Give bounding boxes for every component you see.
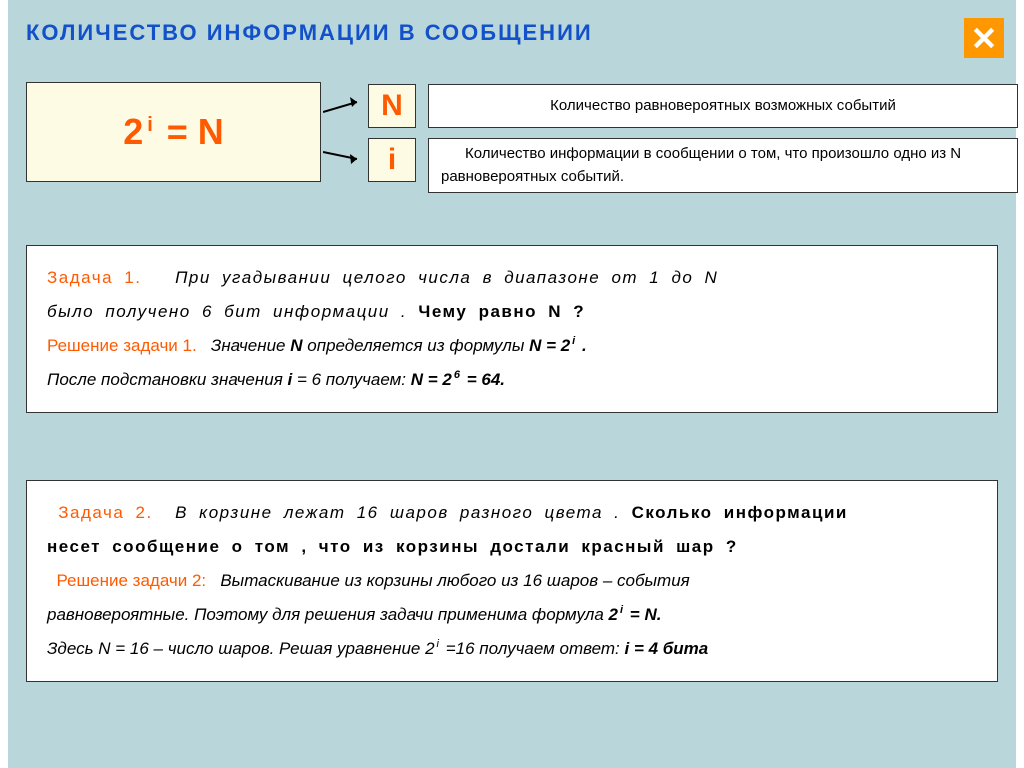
task1-line1: При угадывании целого числа в диапазоне … [175,268,718,287]
close-button[interactable] [964,18,1004,58]
task1-sol1d: N = 2 [529,336,570,355]
desc-n-text: Количество равновероятных возможных собы… [441,95,1005,118]
task2-sol3d: i = 4 бита [625,639,709,658]
task1-sol2f: = 64. [462,370,505,389]
task2-line1: В корзине лежат 16 шаров разного цвета . [175,503,631,522]
task2-sol3a: Здесь N = 16 – число шаров. Решая уравне… [47,639,435,658]
task1-sol-label: Решение задачи 1. [47,336,197,355]
task1-sol1b: N [290,336,302,355]
task2-line2: несет сообщение о том , что из корзины д… [47,530,977,564]
task1-sol2d: N = 2 [411,370,452,389]
formula-section: 2i = N N i Количество равновероятных воз… [26,82,998,202]
arrow-to-n [323,90,368,120]
page-title: КОЛИЧЕСТВО ИНФОРМАЦИИ В СООБЩЕНИИ [26,20,593,46]
symbol-i-box: i [368,138,416,182]
task2-label: Задача 2. [58,503,152,522]
formula-eq: = N [157,111,224,152]
task2-sol-label: Решение задачи 2: [56,571,206,590]
formula-text: 2i = N [123,111,224,153]
task1-label: Задача 1. [47,268,141,287]
task1-sol2a: После подстановки значения [47,370,288,389]
task2-sol3c: =16 получаем ответ: [441,639,625,658]
symbol-n-box: N [368,84,416,128]
desc-n-box: Количество равновероятных возможных собы… [428,84,1018,128]
task2-sol2b: 2 [609,605,618,624]
arrow-to-i [323,144,368,174]
task1-sol1a: Значение [211,336,290,355]
task2-sol2d: = N. [625,605,661,624]
task2-box: Задача 2. В корзине лежат 16 шаров разно… [26,480,998,682]
task1-sol1c: определяется из формулы [303,336,530,355]
task1-sol2e: 6 [452,369,462,381]
formula-base: 2 [123,111,143,152]
page-left-stripe [0,0,8,768]
task1-sol1f: . [577,336,586,355]
formula-exp: i [143,114,157,136]
task1-box: Задача 1. При угадывании целого числа в … [26,245,998,413]
task1-line2b: Чему равно N ? [418,302,585,321]
task2-sol2a: равновероятные. Поэтому для решения зада… [47,605,609,624]
task2-sol1: Вытаскивание из корзины любого из 16 шар… [220,571,689,590]
task2-line1b: Сколько информации [632,503,848,522]
formula-main-box: 2i = N [26,82,321,182]
desc-i-box: Количество информации в сообщении о том,… [428,138,1018,193]
task1-line2a: было получено 6 бит информации . [47,302,418,321]
desc-i-text: Количество информации в сообщении о том,… [441,143,1005,188]
task1-sol2c: = 6 получаем: [292,370,411,389]
close-icon [971,25,997,51]
